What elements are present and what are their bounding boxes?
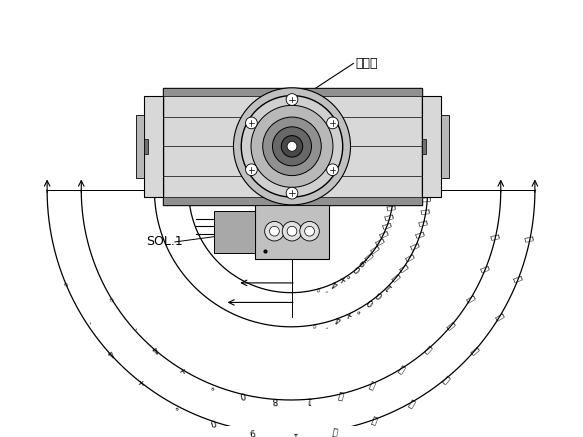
Text: 0: 0 [208, 416, 216, 426]
Text: 囲: 囲 [331, 425, 338, 435]
Text: 範: 範 [371, 414, 379, 424]
Circle shape [245, 117, 257, 129]
Text: 9: 9 [359, 257, 369, 267]
Circle shape [263, 117, 321, 176]
Text: ´: ´ [323, 281, 331, 291]
Text: 動: 動 [397, 363, 406, 374]
Circle shape [300, 222, 319, 241]
Text: +: + [338, 273, 349, 284]
Circle shape [233, 88, 350, 205]
Text: キ: キ [491, 232, 501, 239]
Text: 囲: 囲 [365, 250, 375, 260]
Text: ー: ー [513, 274, 524, 283]
Text: ₀: ₀ [315, 284, 321, 294]
Text: ₀: ₀ [107, 295, 116, 302]
Circle shape [251, 105, 333, 187]
Text: ー: ー [387, 204, 397, 211]
Text: 摇: 摇 [379, 229, 389, 237]
Text: キ: キ [388, 195, 398, 201]
Bar [163, 88, 422, 96]
Text: ー: ー [422, 207, 431, 214]
Circle shape [245, 164, 257, 176]
Text: 動: 動 [375, 236, 385, 245]
Text: 範: 範 [370, 243, 381, 253]
Circle shape [305, 226, 314, 236]
Circle shape [286, 187, 298, 199]
Text: 溝: 溝 [495, 311, 505, 320]
Circle shape [241, 96, 343, 197]
Text: ー: ー [481, 264, 491, 272]
Text: 摇: 摇 [424, 343, 434, 354]
Text: 囲: 囲 [337, 389, 345, 399]
Text: 範: 範 [399, 262, 409, 272]
Text: 0: 0 [352, 263, 363, 274]
Circle shape [281, 135, 303, 157]
Text: +: + [175, 363, 187, 375]
Text: 4: 4 [333, 313, 342, 324]
Text: 溝: 溝 [466, 293, 476, 302]
Circle shape [287, 142, 297, 151]
Circle shape [282, 222, 302, 241]
Bar [143, 96, 163, 197]
Text: 4: 4 [331, 277, 339, 288]
Bar [422, 139, 426, 154]
Text: キ: キ [423, 195, 432, 201]
Text: の: の [415, 230, 426, 238]
Text: の: の [447, 320, 457, 329]
Text: 0: 0 [365, 296, 375, 307]
Text: ₀: ₀ [312, 320, 317, 329]
Text: 動: 動 [408, 396, 417, 407]
Bar [143, 139, 147, 154]
Text: ´: ´ [79, 316, 90, 324]
Text: °: ° [206, 379, 214, 389]
Text: 4: 4 [149, 344, 159, 354]
Text: 9: 9 [249, 426, 256, 436]
Bar [255, 205, 329, 259]
Text: 囲: 囲 [392, 272, 402, 281]
Text: 動: 動 [405, 252, 416, 261]
Text: °: ° [170, 399, 178, 409]
Text: ´: ´ [126, 321, 135, 330]
Text: °: ° [356, 303, 364, 313]
Text: ₀: ₀ [61, 280, 71, 287]
Text: 溝: 溝 [419, 219, 429, 226]
Text: 溝: 溝 [385, 212, 395, 220]
Circle shape [286, 94, 298, 105]
Text: 1: 1 [305, 395, 311, 404]
Text: キ: キ [525, 235, 535, 242]
Text: の: の [471, 344, 481, 354]
Text: キーー: キーー [356, 57, 378, 70]
Text: 1: 1 [384, 281, 394, 291]
Text: +: + [344, 308, 354, 319]
Circle shape [265, 222, 284, 241]
Text: ´: ´ [323, 317, 329, 327]
Circle shape [326, 164, 338, 176]
Bar [214, 211, 255, 253]
Text: +: + [134, 376, 145, 387]
Circle shape [272, 127, 311, 166]
Text: 摇: 摇 [441, 373, 451, 383]
Text: 1: 1 [291, 430, 297, 437]
Text: の: の [382, 221, 393, 229]
Text: 8: 8 [272, 395, 278, 404]
Text: SOL.1: SOL.1 [146, 236, 182, 249]
Text: 範: 範 [368, 378, 377, 389]
Circle shape [287, 226, 297, 236]
Bar [441, 115, 449, 177]
Text: 4: 4 [104, 348, 115, 358]
Circle shape [269, 226, 279, 236]
Bar [163, 88, 422, 205]
Bar [136, 115, 143, 177]
Text: 0: 0 [375, 289, 385, 299]
Text: °: ° [346, 269, 355, 279]
Circle shape [326, 117, 338, 129]
Bar [422, 96, 441, 197]
Text: 0: 0 [238, 389, 246, 399]
Bar [163, 197, 422, 205]
Text: 摇: 摇 [410, 241, 421, 250]
